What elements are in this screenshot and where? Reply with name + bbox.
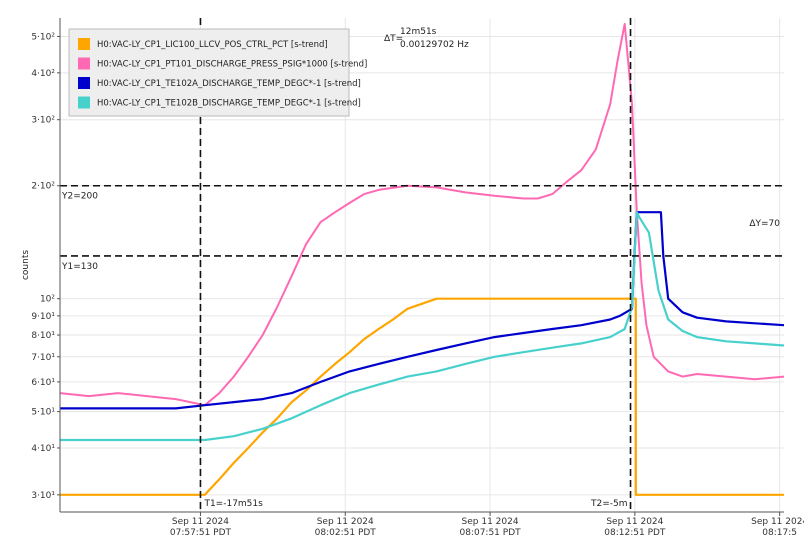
delta-f-value: 0.00129702 Hz bbox=[400, 40, 469, 50]
grid bbox=[60, 18, 784, 512]
y-axis-ticks: 3·10¹ 4·10¹ 5·10¹ 6·10¹ 7·10¹ 8·10¹ 9·10¹ 10² 2·… bbox=[31, 32, 60, 501]
y-tick-label: 4·10² bbox=[31, 69, 55, 79]
delta-readout: ΔT= 12m51s 0.00129702 Hz bbox=[384, 27, 469, 50]
legend-swatch bbox=[78, 77, 90, 89]
y-tick-label: 5·10¹ bbox=[31, 408, 55, 418]
y-tick-label: 4·10¹ bbox=[31, 444, 55, 454]
series-line bbox=[60, 211, 785, 410]
y-tick-label: 9·10¹ bbox=[31, 312, 55, 322]
x-tick-date: Sep 11 2024 bbox=[606, 517, 663, 527]
legend-swatch bbox=[78, 96, 90, 109]
legend-label: H0:VAC-LY_CP1_LIC100_LLCV_POS_CTRL_PCT [… bbox=[97, 40, 328, 50]
y-tick-label: 3·10² bbox=[31, 116, 55, 126]
cursor-label: Y1=130 bbox=[61, 262, 98, 272]
legend-box bbox=[68, 28, 350, 117]
x-tick-date: Sep 11 2024 bbox=[751, 517, 804, 527]
x-tick-time: 07:57:51 PDT bbox=[170, 528, 232, 538]
x-tick-date: Sep 11 2024 bbox=[172, 517, 229, 527]
series-layer bbox=[59, 22, 785, 496]
y-tick-label: 5·10² bbox=[31, 32, 55, 42]
y-tick-label: 2·10² bbox=[31, 182, 55, 192]
y-axis-label: counts bbox=[21, 250, 31, 280]
legend-label: H0:VAC-LY_CP1_TE102A_DISCHARGE_TEMP_DEGC… bbox=[97, 79, 361, 89]
x-tick-time: 08:17:5 bbox=[762, 528, 797, 538]
delta-t-symbol: ΔT= bbox=[384, 34, 403, 44]
legend[interactable]: H0:VAC-LY_CP1_LIC100_LLCV_POS_CTRL_PCT [… bbox=[68, 28, 367, 117]
series-line bbox=[60, 211, 785, 442]
y-tick-label: 10² bbox=[40, 295, 55, 305]
cursor-label: T2=-5m bbox=[590, 499, 628, 509]
series-line bbox=[59, 22, 785, 407]
legend-label: H0:VAC-LY_CP1_PT101_DISCHARGE_PRESS_PSIG… bbox=[97, 60, 367, 70]
y-tick-label: 8·10¹ bbox=[31, 331, 55, 341]
x-tick-date: Sep 11 2024 bbox=[462, 517, 519, 527]
y-tick-label: 7·10¹ bbox=[31, 353, 55, 363]
x-tick-time: 08:02:51 PDT bbox=[315, 528, 377, 538]
legend-label: H0:VAC-LY_CP1_TE102B_DISCHARGE_TEMP_DEGC… bbox=[97, 99, 361, 109]
legend-swatch bbox=[78, 57, 90, 70]
series-line bbox=[60, 297, 784, 496]
cursor-label: T1=-17m51s bbox=[203, 499, 263, 509]
y-tick-label: 6·10¹ bbox=[31, 378, 55, 388]
x-tick-time: 08:12:51 PDT bbox=[604, 528, 666, 538]
x-tick-time: 08:07:51 PDT bbox=[459, 528, 521, 538]
y-tick-label: 3·10¹ bbox=[31, 491, 55, 501]
delta-y-value: ΔY=70 bbox=[749, 219, 780, 229]
x-tick-date: Sep 11 2024 bbox=[317, 517, 374, 527]
delta-t-value: 12m51s bbox=[400, 27, 437, 37]
legend-swatch bbox=[78, 38, 90, 50]
cursor-label: Y2=200 bbox=[61, 192, 98, 202]
